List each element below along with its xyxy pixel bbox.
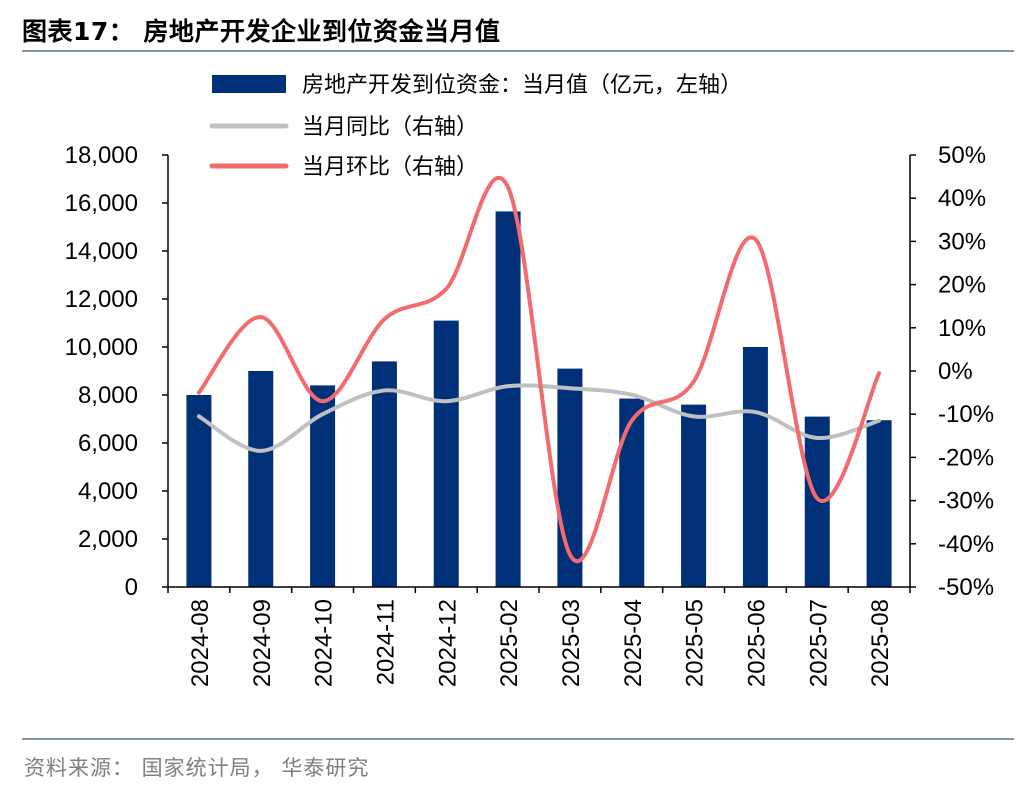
bar-2025-08 bbox=[866, 420, 892, 587]
axes: 0 2,000 4,000 6,000 8,000 10,000 12,000 14,000 1… bbox=[65, 142, 994, 687]
left-tick-label: 10,000 bbox=[65, 334, 138, 361]
right-tick-label: -30% bbox=[938, 488, 994, 515]
x-tick-label: 2024-11 bbox=[372, 599, 399, 685]
figure-title: 图表17： 房地产开发企业到位资金当月值 bbox=[22, 17, 501, 46]
left-tick-label: 6,000 bbox=[78, 430, 138, 457]
left-tick-label: 14,000 bbox=[65, 238, 138, 265]
legend-label: 房地产开发到位资金：当月值（亿元，左轴） bbox=[302, 73, 742, 98]
right-tick-label: 50% bbox=[938, 142, 986, 169]
bar-2025-02 bbox=[495, 211, 521, 587]
figure-header: 图表17： 房地产开发企业到位资金当月值 bbox=[22, 12, 1014, 52]
x-tick-label: 2024-12 bbox=[434, 599, 461, 687]
legend: 房地产开发到位资金：当月值（亿元，左轴） 当月同比（右轴） 当月环比（右轴） bbox=[209, 73, 742, 180]
right-tick-label: -10% bbox=[938, 401, 994, 428]
bar-2024-11 bbox=[371, 361, 397, 587]
legend-label: 当月同比（右轴） bbox=[302, 115, 478, 140]
bar-2025-06 bbox=[742, 347, 768, 587]
left-tick-label: 0 bbox=[125, 574, 138, 601]
left-tick-label: 16,000 bbox=[65, 190, 138, 217]
x-tick-label: 2024-08 bbox=[187, 599, 214, 687]
yoy-line bbox=[196, 383, 882, 453]
left-tick-label: 2,000 bbox=[78, 526, 138, 553]
legend-swatch-bar bbox=[212, 75, 286, 93]
top-rule bbox=[22, 50, 1014, 52]
bar-2024-09 bbox=[248, 371, 274, 587]
x-tick-label: 2025-07 bbox=[805, 599, 832, 687]
bottom-rule bbox=[22, 738, 1014, 740]
x-tick-label: 2025-04 bbox=[620, 599, 647, 687]
right-tick-label: 40% bbox=[938, 185, 986, 212]
right-tick-label: 20% bbox=[938, 272, 986, 299]
right-tick-label: -50% bbox=[938, 574, 994, 601]
left-tick-label: 18,000 bbox=[65, 142, 138, 169]
x-tick-label: 2025-03 bbox=[558, 599, 585, 687]
bar-2024-08 bbox=[186, 395, 212, 587]
x-tick-label: 2025-06 bbox=[743, 599, 770, 687]
right-tick-label: 10% bbox=[938, 315, 986, 342]
bar-2024-12 bbox=[433, 320, 459, 587]
legend-label: 当月环比（右轴） bbox=[302, 155, 478, 180]
mom-line bbox=[196, 176, 882, 564]
right-tick-label: 30% bbox=[938, 228, 986, 255]
right-tick-label: -20% bbox=[938, 444, 994, 471]
x-tick-label: 2025-02 bbox=[496, 599, 523, 687]
bar-series bbox=[186, 211, 892, 587]
x-tick-label: 2025-08 bbox=[867, 599, 894, 687]
line-series bbox=[196, 176, 882, 564]
right-tick-label: -40% bbox=[938, 531, 994, 558]
left-tick-label: 12,000 bbox=[65, 286, 138, 313]
left-tick-label: 8,000 bbox=[78, 382, 138, 409]
left-tick-label: 4,000 bbox=[78, 478, 138, 505]
bar-2025-04 bbox=[619, 398, 645, 587]
x-tick-label: 2025-05 bbox=[682, 599, 709, 687]
x-tick-label: 2024-09 bbox=[249, 599, 276, 687]
x-tick-label: 2024-10 bbox=[311, 599, 338, 687]
source-note: 资料来源： 国家统计局， 华泰研究 bbox=[24, 756, 370, 780]
bar-2025-05 bbox=[681, 404, 707, 587]
right-tick-label: 0% bbox=[938, 358, 973, 385]
